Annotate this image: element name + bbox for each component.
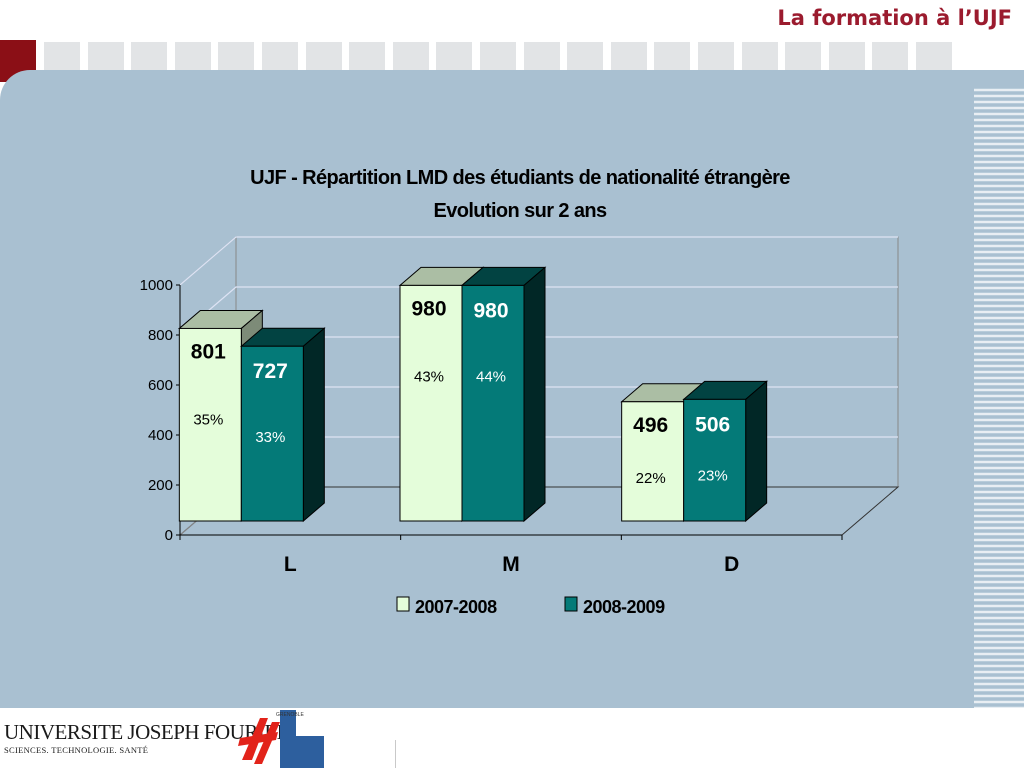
bar-value-label: 801 xyxy=(191,340,226,363)
bar-side xyxy=(745,380,768,523)
x-category-label: D xyxy=(724,553,739,576)
chart-back-wall xyxy=(235,236,899,488)
logo-university-name: UNIVERSITE JOSEPH FOURIER xyxy=(4,720,291,744)
legend-label: 2008-2009 xyxy=(583,597,665,617)
chart-legend: 2007-2008 2008-2009 xyxy=(396,596,666,617)
bar xyxy=(240,345,304,522)
footer xyxy=(0,708,1024,768)
plot-area: 0 200 400 600 800 1000 L M D 801 35% 727 33% 980 43% 98… xyxy=(140,235,900,576)
bar-percent-label: 44% xyxy=(476,368,506,385)
bar-value-label: 727 xyxy=(253,360,288,383)
chart-subtitle: Evolution sur 2 ans xyxy=(433,200,607,222)
bar-value-label: 506 xyxy=(695,413,730,436)
bar xyxy=(399,284,463,522)
y-tick-label: 200 xyxy=(148,477,173,494)
footer-divider xyxy=(395,740,396,768)
bar-value-label: 980 xyxy=(411,297,446,320)
x-category-label: M xyxy=(502,553,520,576)
y-tick-label: 600 xyxy=(148,377,173,394)
x-category-label: L xyxy=(284,553,297,576)
legend-swatch xyxy=(564,596,578,612)
university-emblem-icon: GRENOBLE xyxy=(238,710,324,768)
legend-swatch xyxy=(396,596,410,612)
bar-percent-label: 23% xyxy=(698,467,728,484)
bar-chart: UJF - Répartition LMD des étudiants de n… xyxy=(140,167,900,617)
bar-percent-label: 22% xyxy=(636,470,666,487)
bar-value-label: 980 xyxy=(473,299,508,322)
bar-side xyxy=(523,266,546,523)
bar-side xyxy=(302,327,325,523)
logo-tagline: SCIENCES. TECHNOLOGIE. SANTÉ xyxy=(4,745,149,755)
bar xyxy=(178,327,242,522)
bar xyxy=(621,401,685,522)
gridline xyxy=(179,236,898,286)
y-tick-label: 800 xyxy=(148,327,173,344)
chart-title: UJF - Répartition LMD des étudiants de n… xyxy=(250,167,790,189)
bar xyxy=(461,284,525,522)
logo-vertical-text: GRENOBLE xyxy=(276,712,304,718)
y-tick-label: 0 xyxy=(165,527,173,544)
y-tick-label: 400 xyxy=(148,427,173,444)
bar-percent-label: 33% xyxy=(255,429,285,446)
bar-value-label: 496 xyxy=(633,414,668,437)
slide-title: La formation à l’UJF xyxy=(777,6,1012,30)
university-logo: UNIVERSITE JOSEPH FOURIER SCIENCES. TECH… xyxy=(4,720,291,755)
bar-percent-label: 35% xyxy=(193,411,223,428)
bar-percent-label: 43% xyxy=(414,368,444,385)
y-tick-label: 1000 xyxy=(140,277,173,294)
legend-label: 2007-2008 xyxy=(415,597,497,617)
bar xyxy=(683,398,747,522)
